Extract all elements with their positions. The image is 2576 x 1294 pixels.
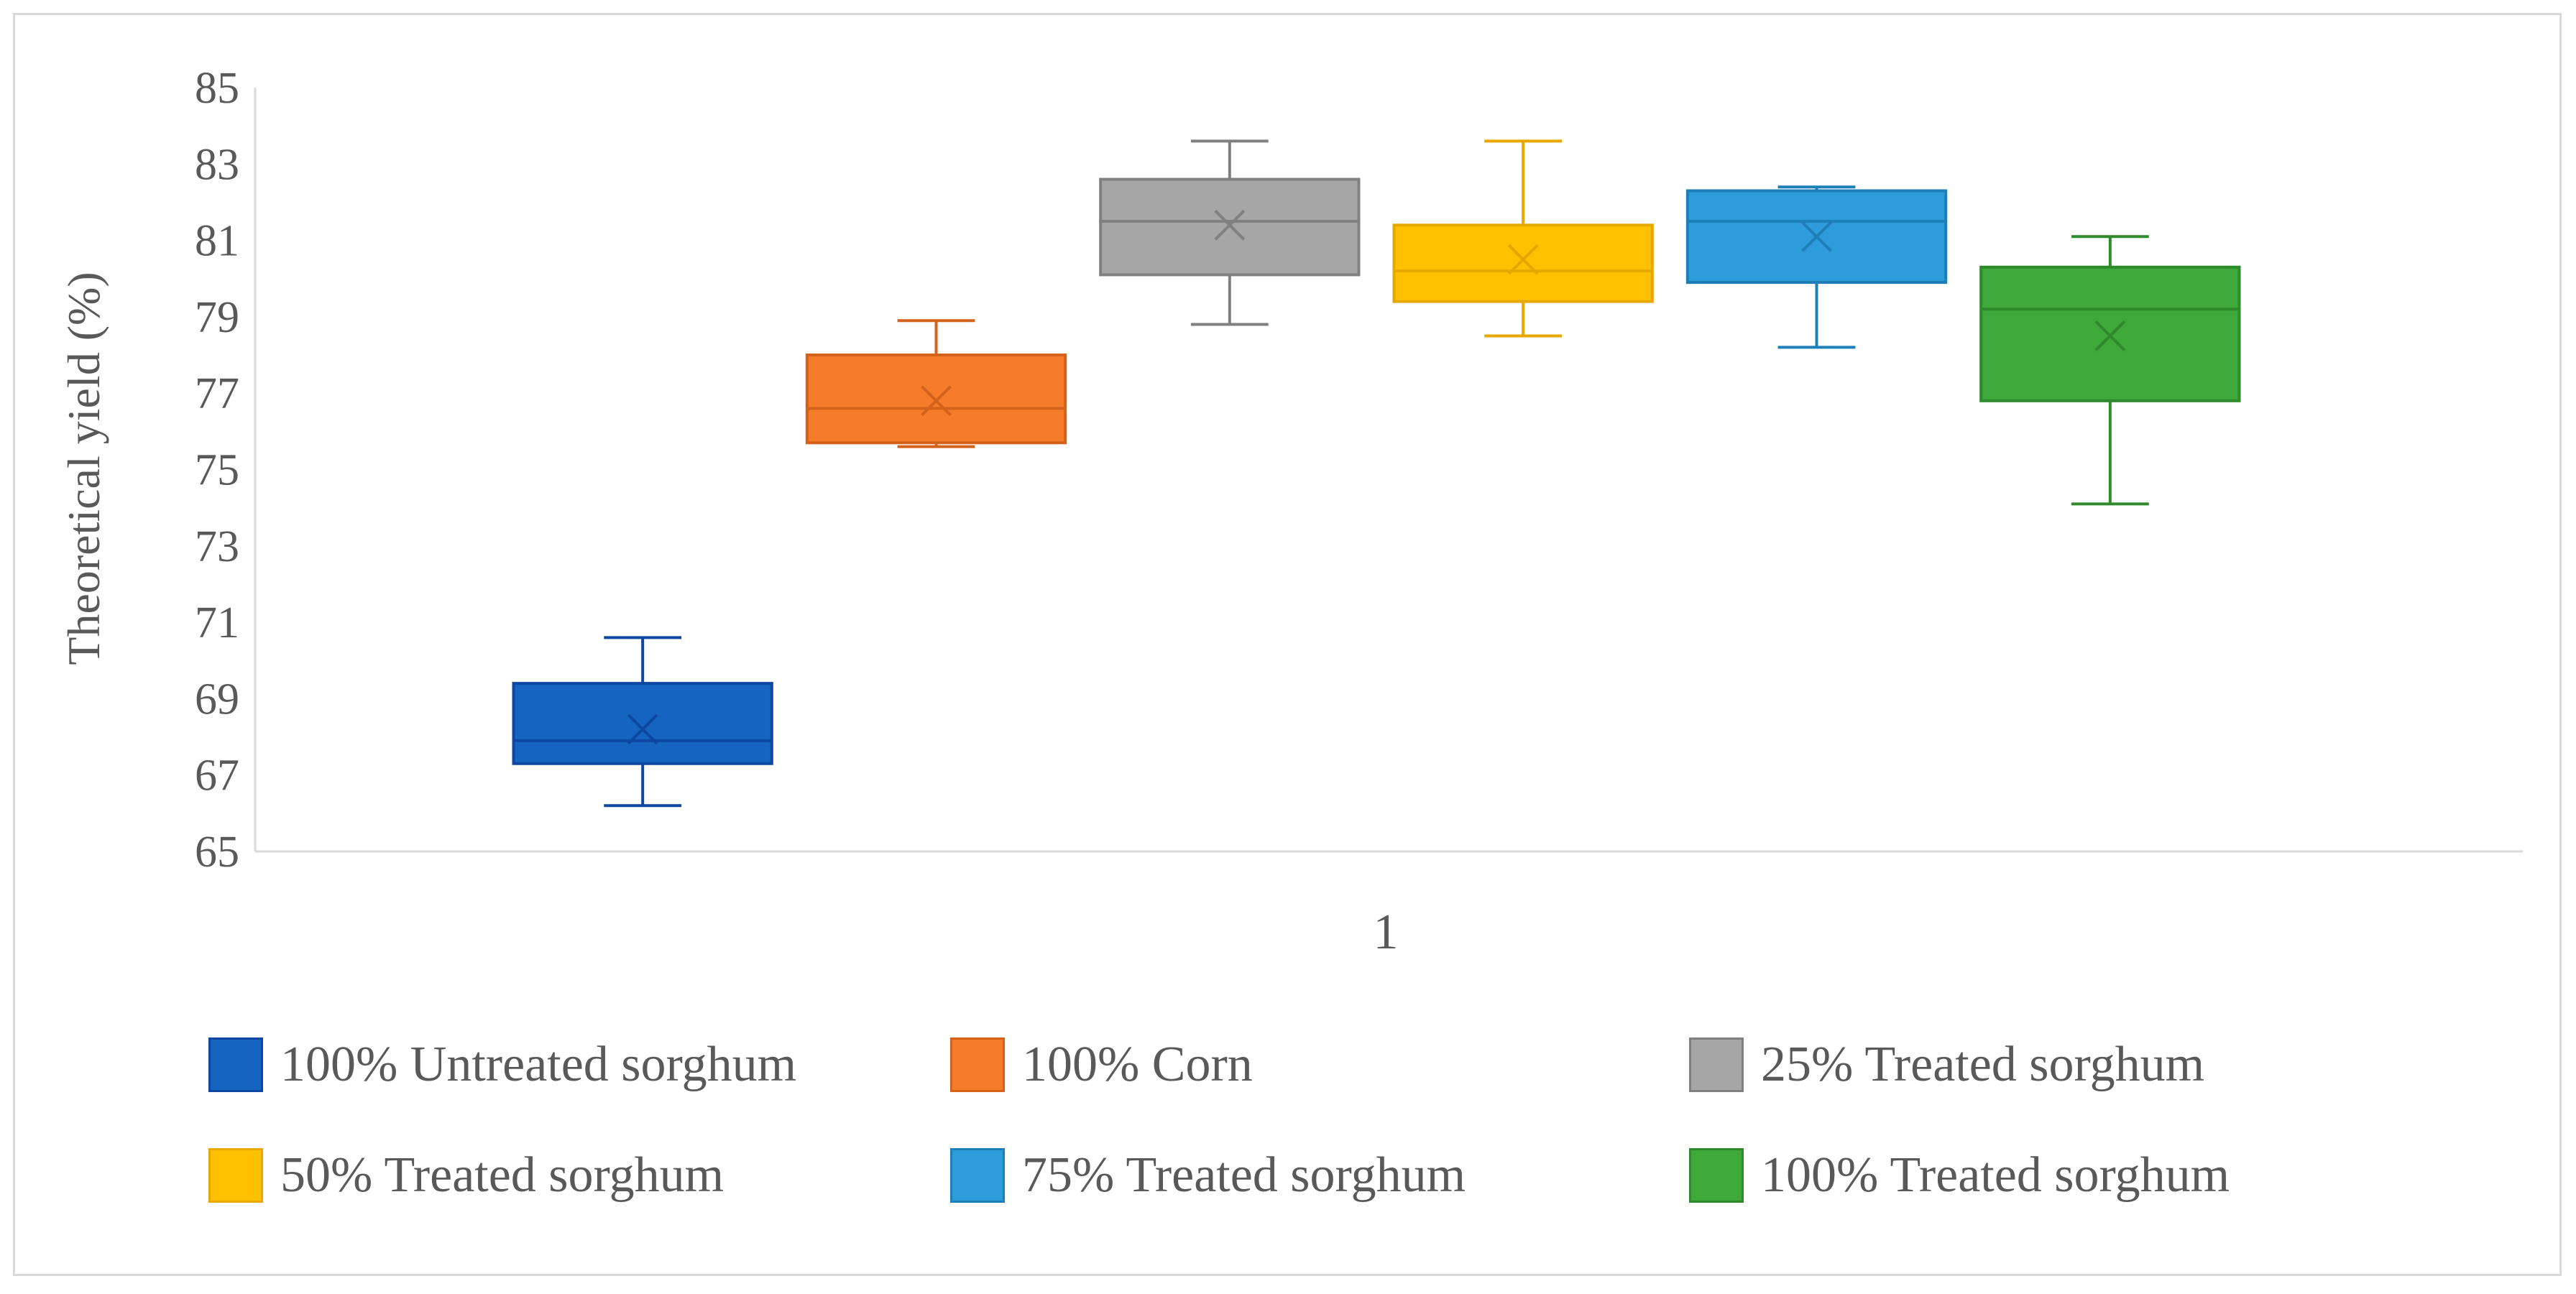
legend-swatch <box>208 1148 263 1203</box>
mean-marker <box>1507 244 1539 275</box>
legend-item-100-untreated-sorghum: 100% Untreated sorghum <box>208 1036 796 1094</box>
y-tick-label: 77 <box>195 369 239 418</box>
y-tick-label: 85 <box>195 64 239 113</box>
legend-swatch <box>950 1148 1005 1203</box>
box-100-untreated-sorghum <box>512 636 773 808</box>
x-tick-label: 1 <box>1374 905 1399 960</box>
legend-label: 100% Treated sorghum <box>1761 1147 2230 1203</box>
mean-marker <box>1801 221 1832 252</box>
box-25-treated-sorghum <box>1099 139 1361 326</box>
box-100-treated-sorghum <box>1979 235 2241 506</box>
y-tick-label: 71 <box>195 599 239 647</box>
axes: 65 67 69 71 73 75 77 79 81 83 85 <box>195 64 2523 877</box>
box-series-group <box>512 139 2241 808</box>
legend-label: 100% Untreated sorghum <box>280 1037 797 1092</box>
box-iqr <box>1392 223 1654 303</box>
legend-label: 75% Treated sorghum <box>1022 1147 1466 1203</box>
y-tick-label: 81 <box>195 217 239 266</box>
y-tick-label: 79 <box>195 293 239 342</box>
y-tick-label: 69 <box>195 675 239 724</box>
box-100-corn <box>805 319 1067 448</box>
y-tick-label: 67 <box>195 752 239 800</box>
legend-label: 100% Corn <box>1022 1037 1253 1092</box>
legend-swatch <box>950 1037 1005 1092</box>
y-tick-label: 75 <box>195 446 239 495</box>
legend-label: 50% Treated sorghum <box>280 1147 724 1203</box>
legend-item-25-treated-sorghum: 25% Treated sorghum <box>1689 1036 2204 1094</box>
y-tick-label: 83 <box>195 140 239 189</box>
legend-item-100-treated-sorghum: 100% Treated sorghum <box>1689 1147 2230 1204</box>
y-tick-label: 65 <box>195 828 239 877</box>
box-iqr <box>512 682 773 765</box>
legend-item-100-corn: 100% Corn <box>950 1036 1253 1094</box>
mean-marker <box>1214 209 1246 241</box>
legend-item-50-treated-sorghum: 50% Treated sorghum <box>208 1147 724 1204</box>
y-tick-label: 73 <box>195 522 239 571</box>
mean-marker <box>2094 320 2126 351</box>
legend-swatch <box>208 1037 263 1092</box>
y-axis-title: Theoretical yield (%) <box>58 272 109 665</box>
box-50-treated-sorghum <box>1392 139 1654 338</box>
box-75-treated-sorghum <box>1685 185 1948 349</box>
legend-item-75-treated-sorghum: 75% Treated sorghum <box>950 1147 1466 1204</box>
mean-marker <box>627 713 658 745</box>
legend-label: 25% Treated sorghum <box>1761 1037 2205 1092</box>
mean-marker <box>921 385 952 417</box>
legend-swatch <box>1689 1037 1744 1092</box>
legend-swatch <box>1689 1148 1744 1203</box>
